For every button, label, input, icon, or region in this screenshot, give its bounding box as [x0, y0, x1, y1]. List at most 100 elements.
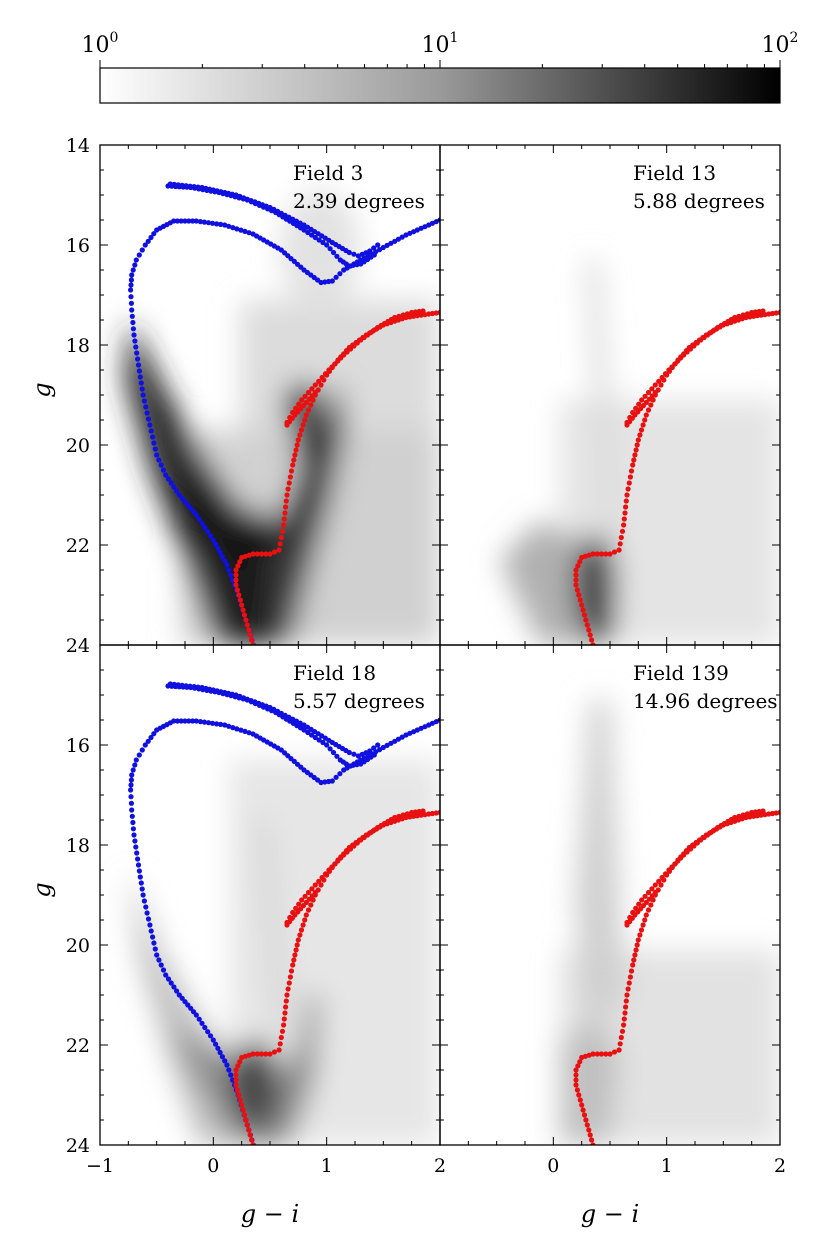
- red-isochrone-point: [642, 417, 648, 423]
- red-isochrone-point: [236, 592, 242, 598]
- red-isochrone-point: [632, 952, 638, 958]
- red-isochrone-point: [573, 1072, 579, 1078]
- blue-isochrone-point: [135, 862, 142, 868]
- blue-isochrone-point: [130, 819, 136, 826]
- red-isochrone-point: [318, 882, 324, 888]
- red-isochrone-point: [756, 808, 762, 815]
- red-isochrone-point: [416, 308, 422, 315]
- blue-isochrone-point: [371, 245, 377, 251]
- blue-isochrone-point: [399, 234, 405, 240]
- red-isochrone-point: [258, 551, 265, 557]
- blue-isochrone-point: [151, 731, 157, 737]
- red-isochrone-point: [277, 1041, 283, 1047]
- blue-isochrone-point: [195, 184, 201, 190]
- red-isochrone-point: [279, 1028, 286, 1034]
- red-isochrone-point: [288, 468, 295, 474]
- red-isochrone-point: [298, 427, 305, 433]
- red-isochrone-point: [642, 917, 648, 923]
- red-isochrone-point: [305, 389, 312, 396]
- red-isochrone-point: [646, 396, 652, 402]
- red-isochrone-point: [760, 308, 766, 314]
- red-isochrone-point: [652, 889, 658, 896]
- red-isochrone-point: [290, 962, 296, 968]
- red-isochrone-point: [622, 510, 628, 516]
- blue-isochrone-point: [226, 223, 232, 229]
- red-isochrone-point: [623, 1004, 629, 1010]
- red-isochrone-point: [283, 1004, 289, 1010]
- blue-isochrone-point: [182, 218, 188, 224]
- blue-isochrone-point: [337, 271, 343, 277]
- blue-isochrone-point: [334, 753, 340, 759]
- red-isochrone-point: [416, 808, 422, 815]
- blue-isochrone-point: [156, 957, 162, 963]
- blue-isochrone-point: [136, 252, 142, 258]
- colorbar: 100 101 102: [82, 30, 798, 104]
- panel-field-3-title: Field 3: [293, 161, 363, 185]
- blue-isochrone-point: [214, 721, 220, 727]
- red-isochrone-point: [420, 808, 426, 814]
- red-isochrone-point: [341, 852, 347, 858]
- blue-isochrone-point: [130, 326, 136, 332]
- panel-field-13-distance: 5.88 degrees: [633, 189, 765, 213]
- red-isochrone-point: [303, 399, 309, 406]
- red-isochrone-point: [412, 809, 418, 815]
- blue-isochrone-point: [178, 718, 184, 724]
- blue-isochrone-point: [174, 988, 180, 994]
- red-isochrone-point: [611, 1049, 618, 1055]
- blue-isochrone-point: [128, 782, 134, 788]
- panel-field-18-title: Field 18: [293, 661, 376, 685]
- panel-field-3-density: [100, 145, 440, 645]
- red-isochrone-point: [233, 582, 239, 588]
- blue-isochrone-point: [165, 476, 172, 482]
- blue-isochrone-point: [238, 727, 244, 733]
- red-isochrone-point: [312, 389, 318, 396]
- red-isochrone-point: [291, 457, 297, 463]
- red-isochrone-point: [267, 1051, 273, 1057]
- red-isochrone-point: [645, 389, 652, 396]
- red-isochrone-point: [309, 886, 315, 892]
- red-isochrone-point: [681, 852, 687, 858]
- blue-isochrone-point: [163, 972, 169, 978]
- blue-isochrone-point: [186, 718, 192, 724]
- blue-isochrone-point: [213, 541, 219, 547]
- red-isochrone-point: [579, 602, 585, 608]
- blue-isochrone-point: [128, 300, 134, 306]
- blue-isochrone-point: [171, 484, 177, 490]
- blue-isochrone-point: [129, 772, 135, 778]
- blue-isochrone-point: [132, 262, 138, 268]
- panel-field-3-distance: 2.39 degrees: [293, 189, 425, 213]
- red-isochrone-point: [694, 340, 700, 346]
- red-isochrone-point: [306, 396, 312, 402]
- blue-isochrone-point: [132, 338, 138, 344]
- red-isochrone-point: [626, 480, 632, 486]
- red-isochrone-point: [691, 343, 697, 349]
- blue-isochrone-point: [224, 562, 230, 568]
- red-isochrone-point: [740, 312, 746, 318]
- blue-isochrone-point: [128, 287, 134, 293]
- red-isochrone-point: [586, 1127, 592, 1133]
- red-isochrone-point: [652, 882, 658, 888]
- red-isochrone-point: [617, 1041, 623, 1047]
- blue-isochrone-point: [145, 916, 152, 922]
- red-isochrone-point: [587, 1132, 593, 1138]
- blue-isochrone-point: [178, 218, 184, 224]
- red-isochrone-point: [246, 627, 252, 633]
- colorbar-gradient: [99, 67, 781, 104]
- red-isochrone-point: [631, 957, 637, 963]
- blue-isochrone-point: [143, 404, 149, 410]
- red-isochrone-point: [621, 1022, 627, 1028]
- red-isochrone-point: [309, 393, 315, 399]
- red-isochrone-point: [233, 1072, 239, 1078]
- blue-isochrone-point: [327, 246, 333, 252]
- red-isochrone-point: [627, 974, 634, 980]
- blue-isochrone-point: [129, 272, 135, 278]
- ylabel-bottom: g: [28, 882, 56, 897]
- blue-isochrone-point: [186, 218, 192, 224]
- red-isochrone-point: [290, 462, 296, 468]
- y-tick-label: 24: [66, 1135, 90, 1157]
- red-isochrone-point: [341, 352, 347, 358]
- xlabel-right: g − i: [581, 1200, 639, 1228]
- blue-isochrone-point: [129, 307, 135, 313]
- blue-isochrone-point: [193, 218, 199, 224]
- blue-isochrone-point: [134, 350, 140, 356]
